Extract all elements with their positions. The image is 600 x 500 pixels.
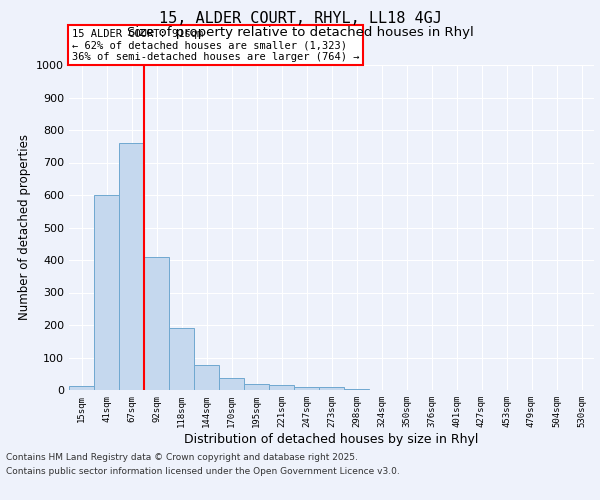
Text: Contains public sector information licensed under the Open Government Licence v3: Contains public sector information licen… xyxy=(6,467,400,476)
Bar xyxy=(194,364,219,390)
X-axis label: Distribution of detached houses by size in Rhyl: Distribution of detached houses by size … xyxy=(184,432,479,446)
Bar xyxy=(294,388,319,390)
Text: Contains HM Land Registry data © Crown copyright and database right 2025.: Contains HM Land Registry data © Crown c… xyxy=(6,454,358,462)
Bar xyxy=(344,388,369,390)
Bar xyxy=(119,143,144,390)
Bar xyxy=(219,378,244,390)
Bar xyxy=(319,388,344,390)
Bar xyxy=(244,384,269,390)
Y-axis label: Number of detached properties: Number of detached properties xyxy=(17,134,31,320)
Bar xyxy=(144,257,169,390)
Text: Size of property relative to detached houses in Rhyl: Size of property relative to detached ho… xyxy=(127,26,473,39)
Bar xyxy=(269,385,294,390)
Text: 15, ALDER COURT, RHYL, LL18 4GJ: 15, ALDER COURT, RHYL, LL18 4GJ xyxy=(158,11,442,26)
Bar xyxy=(69,386,94,390)
Bar xyxy=(169,328,194,390)
Bar xyxy=(94,195,119,390)
Text: 15 ALDER COURT: 91sqm
← 62% of detached houses are smaller (1,323)
36% of semi-d: 15 ALDER COURT: 91sqm ← 62% of detached … xyxy=(71,28,359,62)
